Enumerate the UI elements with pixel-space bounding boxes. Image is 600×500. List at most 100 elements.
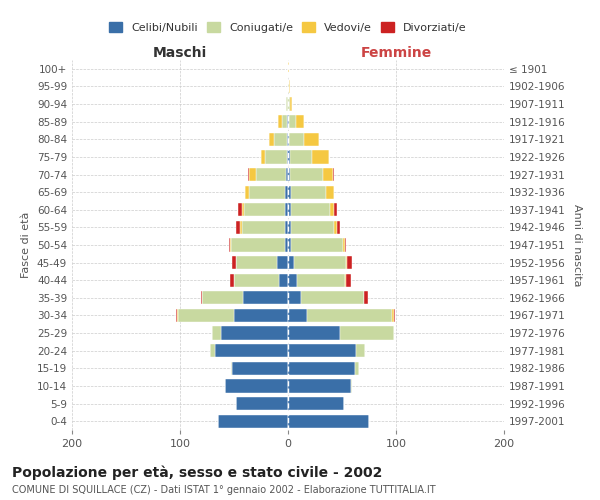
Text: COMUNE DI SQUILLACE (CZ) - Dati ISTAT 1° gennaio 2002 - Elaborazione TUTTITALIA.: COMUNE DI SQUILLACE (CZ) - Dati ISTAT 1°… bbox=[12, 485, 436, 495]
Bar bbox=[323, 168, 334, 181]
Bar bbox=[277, 256, 288, 269]
Bar bbox=[290, 98, 292, 110]
Bar bbox=[178, 309, 234, 322]
Bar bbox=[301, 291, 364, 304]
Bar bbox=[244, 203, 285, 216]
Bar bbox=[177, 309, 178, 322]
Bar bbox=[285, 186, 288, 198]
Bar bbox=[288, 80, 289, 93]
Text: Maschi: Maschi bbox=[153, 46, 207, 60]
Bar bbox=[241, 221, 242, 234]
Bar bbox=[291, 203, 330, 216]
Bar bbox=[231, 362, 232, 375]
Bar bbox=[288, 62, 289, 76]
Bar bbox=[288, 221, 291, 234]
Bar bbox=[238, 203, 242, 216]
Bar bbox=[242, 203, 244, 216]
Bar bbox=[230, 274, 234, 287]
Bar bbox=[291, 186, 326, 198]
Bar bbox=[242, 291, 288, 304]
Bar bbox=[287, 132, 288, 146]
Bar bbox=[290, 150, 312, 164]
Bar bbox=[287, 115, 288, 128]
Bar bbox=[364, 291, 368, 304]
Bar bbox=[289, 132, 304, 146]
Bar bbox=[334, 221, 337, 234]
Text: Popolazione per età, sesso e stato civile - 2002: Popolazione per età, sesso e stato civil… bbox=[12, 465, 382, 479]
Bar bbox=[355, 362, 359, 375]
Bar bbox=[236, 256, 277, 269]
Bar bbox=[265, 150, 287, 164]
Bar bbox=[285, 203, 288, 216]
Bar bbox=[245, 186, 249, 198]
Bar bbox=[288, 150, 290, 164]
Bar bbox=[346, 256, 347, 269]
Bar bbox=[312, 150, 329, 164]
Legend: Celibi/Nubili, Coniugati/e, Vedovi/e, Divorziati/e: Celibi/Nubili, Coniugati/e, Vedovi/e, Di… bbox=[105, 18, 471, 37]
Bar bbox=[230, 238, 231, 252]
Bar bbox=[210, 344, 215, 358]
Bar bbox=[288, 326, 340, 340]
Bar bbox=[296, 115, 304, 128]
Bar bbox=[274, 132, 287, 146]
Bar bbox=[337, 221, 340, 234]
Bar bbox=[281, 115, 287, 128]
Bar bbox=[345, 274, 346, 287]
Bar bbox=[288, 291, 301, 304]
Bar bbox=[304, 132, 319, 146]
Bar bbox=[278, 115, 281, 128]
Bar bbox=[231, 238, 285, 252]
Bar bbox=[232, 362, 288, 375]
Bar bbox=[249, 168, 256, 181]
Bar bbox=[288, 132, 289, 146]
Bar bbox=[288, 256, 295, 269]
Bar bbox=[295, 256, 346, 269]
Bar bbox=[289, 80, 290, 93]
Bar bbox=[234, 274, 280, 287]
Bar bbox=[350, 380, 352, 392]
Bar bbox=[286, 98, 288, 110]
Bar bbox=[288, 115, 289, 128]
Bar bbox=[261, 150, 265, 164]
Bar bbox=[232, 256, 236, 269]
Bar bbox=[287, 150, 288, 164]
Bar bbox=[226, 380, 288, 392]
Y-axis label: Anni di nascita: Anni di nascita bbox=[572, 204, 582, 286]
Bar bbox=[221, 326, 288, 340]
Bar bbox=[288, 380, 350, 392]
Bar bbox=[394, 309, 395, 322]
Bar bbox=[288, 168, 290, 181]
Bar bbox=[288, 344, 356, 358]
Bar bbox=[248, 168, 249, 181]
Bar bbox=[330, 203, 334, 216]
Bar bbox=[285, 221, 288, 234]
Bar bbox=[288, 203, 291, 216]
Bar bbox=[280, 274, 288, 287]
Bar bbox=[215, 344, 288, 358]
Bar bbox=[356, 344, 365, 358]
Bar bbox=[345, 238, 346, 252]
Bar bbox=[334, 203, 337, 216]
Bar bbox=[288, 309, 307, 322]
Y-axis label: Fasce di età: Fasce di età bbox=[22, 212, 31, 278]
Bar bbox=[289, 115, 296, 128]
Bar bbox=[229, 238, 230, 252]
Bar bbox=[290, 168, 323, 181]
Bar bbox=[288, 397, 344, 410]
Bar bbox=[249, 186, 285, 198]
Bar bbox=[288, 98, 290, 110]
Bar bbox=[176, 309, 177, 322]
Bar bbox=[236, 397, 288, 410]
Bar bbox=[326, 186, 334, 198]
Bar bbox=[346, 274, 350, 287]
Bar bbox=[307, 309, 392, 322]
Bar bbox=[347, 256, 352, 269]
Bar bbox=[269, 132, 274, 146]
Bar bbox=[218, 414, 288, 428]
Bar bbox=[234, 309, 288, 322]
Bar bbox=[296, 274, 345, 287]
Bar bbox=[256, 168, 286, 181]
Bar bbox=[200, 291, 202, 304]
Bar bbox=[242, 221, 285, 234]
Text: Femmine: Femmine bbox=[361, 46, 431, 60]
